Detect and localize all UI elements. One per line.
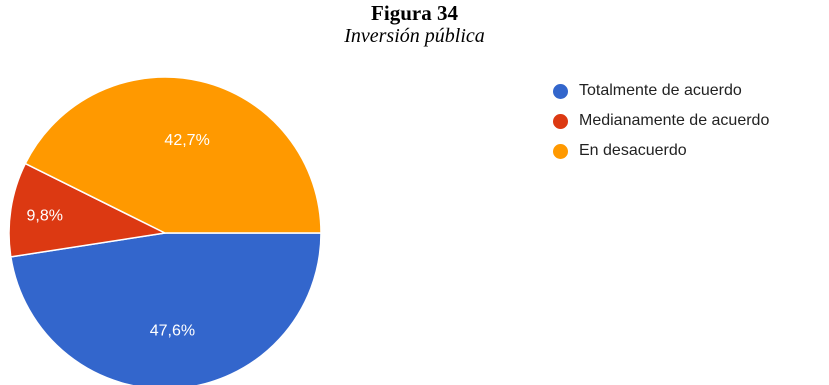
pie-label-medianamente-de-acuerdo: 9,8%	[27, 207, 63, 224]
legend-label: Totalmente de acuerdo	[579, 82, 742, 99]
pie-slice-totalmente-de-acuerdo	[9, 232, 322, 385]
legend-item-totalmente-de-acuerdo: Totalmente de acuerdo	[553, 76, 769, 106]
legend-label: En desacuerdo	[579, 142, 687, 159]
pie-label-en-desacuerdo: 42,7%	[164, 132, 209, 149]
figure-title: Figura 34	[371, 1, 458, 25]
pie-slice-medianamente-de-acuerdo	[8, 162, 168, 258]
pie-label-totalmente-de-acuerdo: 47,6%	[150, 322, 195, 339]
legend-swatch	[553, 83, 568, 99]
legend-item-en-desacuerdo: En desacuerdo	[553, 136, 769, 166]
figure-subtitle: Inversión pública	[344, 25, 485, 47]
legend-item-medianamente-de-acuerdo: Medianamente de acuerdo	[553, 106, 769, 136]
pie-slice-en-desacuerdo	[24, 76, 322, 234]
legend-swatch	[553, 143, 568, 159]
legend-swatch	[553, 113, 568, 129]
legend: Totalmente de acuerdo Medianamente de acu…	[553, 76, 769, 166]
legend-label: Medianamente de acuerdo	[579, 112, 770, 129]
